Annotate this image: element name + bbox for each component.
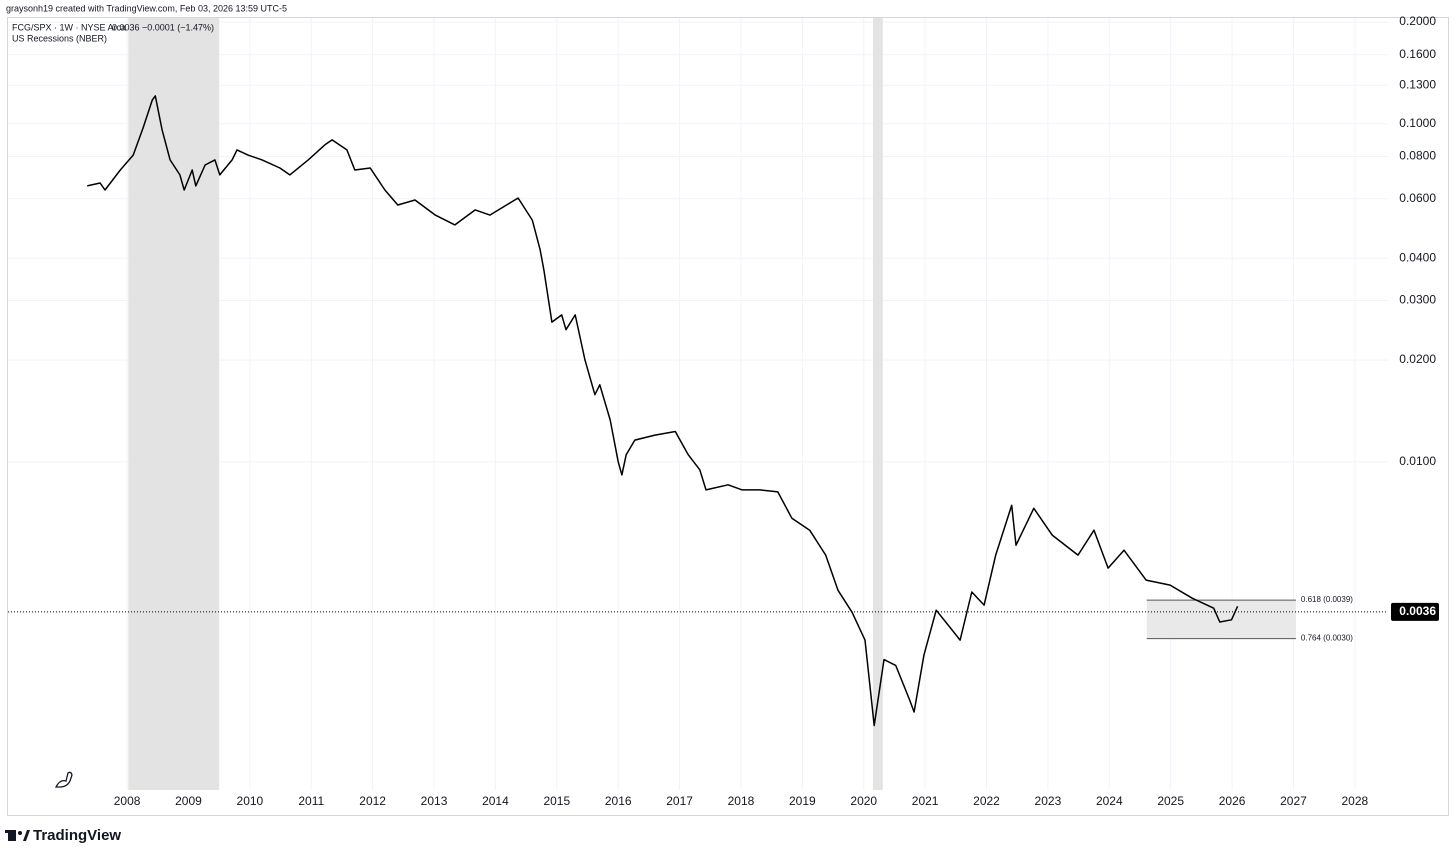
x-tick-label: 2013 bbox=[421, 794, 448, 808]
x-tick-label: 2016 bbox=[605, 794, 632, 808]
x-tick-label: 2027 bbox=[1280, 794, 1307, 808]
legend-symbol: FCG/SPX · 1W · NYSE Arca bbox=[12, 22, 126, 32]
header: graysonh19 created with TradingView.com,… bbox=[6, 3, 287, 13]
x-tick-label: 2025 bbox=[1157, 794, 1184, 808]
fib-label: 0.764 (0.0030) bbox=[1301, 634, 1353, 643]
legend-change: −0.0001 (−1.47%) bbox=[142, 22, 214, 32]
last-price-label: 0.0036 bbox=[1399, 604, 1436, 618]
brand-logo bbox=[5, 830, 30, 841]
y-tick-label: 0.0200 bbox=[1399, 352, 1436, 366]
fib-label: 0.618 (0.0039) bbox=[1301, 595, 1353, 604]
x-tick-label: 2020 bbox=[850, 794, 877, 808]
x-tick-label: 2009 bbox=[175, 794, 202, 808]
recession-band bbox=[872, 18, 883, 790]
background-layer bbox=[8, 18, 1388, 790]
y-tick-label: 0.1300 bbox=[1399, 77, 1436, 91]
x-tick-label: 2015 bbox=[543, 794, 570, 808]
x-tick-label: 2008 bbox=[114, 794, 141, 808]
x-tick-label: 2019 bbox=[789, 794, 816, 808]
frame bbox=[7, 17, 1449, 816]
legend-indicator: US Recessions (NBER) bbox=[12, 33, 107, 43]
x-tick-label: 2023 bbox=[1035, 794, 1062, 808]
y-tick-label: 0.0600 bbox=[1399, 191, 1436, 205]
x-tick-label: 2022 bbox=[973, 794, 1000, 808]
y-tick-label: 0.0300 bbox=[1399, 293, 1436, 307]
y-tick-label: 0.1600 bbox=[1399, 47, 1436, 61]
x-tick-label: 2014 bbox=[482, 794, 509, 808]
y-tick-label: 0.0100 bbox=[1399, 454, 1436, 468]
brand: TradingView bbox=[33, 827, 121, 844]
last-price-box bbox=[1391, 602, 1439, 621]
x-tick-label: 2011 bbox=[298, 794, 324, 808]
y-tick-label: 0.0400 bbox=[1399, 250, 1436, 264]
x-tick-label: 2010 bbox=[237, 794, 264, 808]
legend-last: 0.0036 bbox=[112, 22, 140, 32]
y-tick-label: 0.1000 bbox=[1399, 116, 1436, 130]
x-tick-label: 2026 bbox=[1219, 794, 1246, 808]
fib-zone bbox=[1146, 600, 1296, 639]
x-tick-label: 2024 bbox=[1096, 794, 1123, 808]
x-tick-label: 2021 bbox=[912, 794, 939, 808]
recession-band bbox=[128, 18, 220, 790]
y-tick-label: 0.2000 bbox=[1399, 14, 1436, 28]
x-tick-label: 2028 bbox=[1341, 794, 1368, 808]
x-tick-label: 2018 bbox=[728, 794, 755, 808]
x-tick-label: 2012 bbox=[359, 794, 386, 808]
y-tick-label: 0.0800 bbox=[1399, 149, 1436, 163]
dino-icon bbox=[54, 771, 73, 788]
price-line bbox=[87, 95, 1239, 727]
x-tick-label: 2017 bbox=[666, 794, 693, 808]
